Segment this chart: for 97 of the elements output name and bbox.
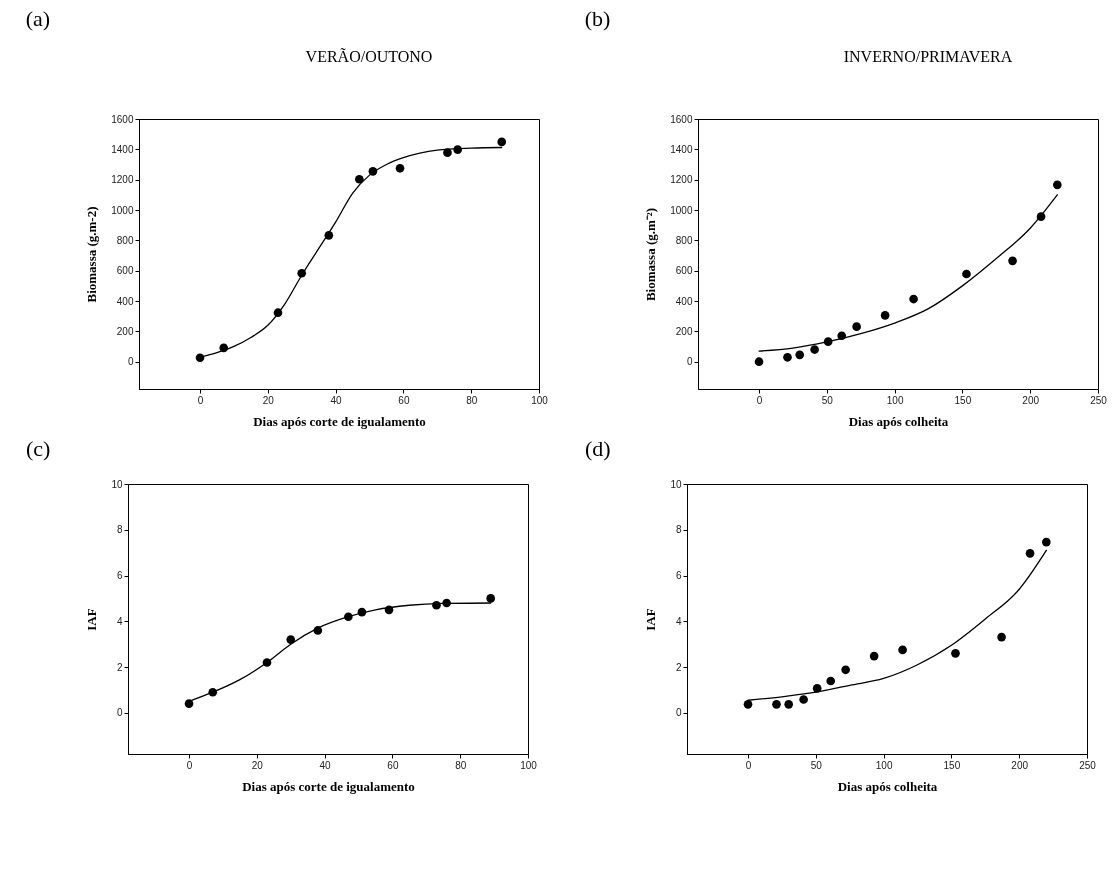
x-tick-label: 50 <box>821 394 834 406</box>
point <box>799 695 808 704</box>
x-tick-label: 0 <box>197 394 204 406</box>
text: INVERNO/PRIMAVERA <box>843 48 1013 65</box>
y-tick-label: 6 <box>675 570 682 582</box>
y-tick-label: 0 <box>675 707 682 719</box>
y-tick-label: 4 <box>675 615 682 627</box>
y-tick-label: 400 <box>116 295 134 307</box>
x-tick-label: 80 <box>455 759 467 771</box>
y-tick-label: 1600 <box>670 113 693 125</box>
point <box>841 665 850 675</box>
x-tick-label: 100 <box>531 394 549 406</box>
x-axis-title: Dias após colheita <box>848 413 949 429</box>
y-tick-label: 1200 <box>670 174 693 186</box>
point <box>880 311 890 320</box>
point <box>497 137 507 147</box>
chart-title: (c) <box>25 436 51 461</box>
y-tick-label: 8 <box>675 524 682 536</box>
x-tick-label: 200 <box>1011 759 1029 771</box>
point <box>795 350 805 360</box>
point <box>784 700 794 709</box>
y-tick-label: 1000 <box>111 204 134 216</box>
y-axis-title: Biomassa (g.m-2) <box>84 206 100 303</box>
x-tick-label: 60 <box>387 759 399 771</box>
point <box>184 699 194 708</box>
x-tick-label: 150 <box>954 394 972 406</box>
y-tick-label: 200 <box>675 325 693 337</box>
point <box>951 649 960 658</box>
point <box>852 322 861 331</box>
x-axis-title: Dias após colheita <box>837 778 938 794</box>
x-tick-label: 20 <box>262 394 275 406</box>
x-tick-label: 250 <box>1090 394 1108 406</box>
point <box>754 357 764 367</box>
chart-title: (d) <box>584 436 611 461</box>
point <box>1008 256 1017 266</box>
point <box>909 294 918 304</box>
y-tick-label: 2 <box>675 661 682 673</box>
x-tick-label: 150 <box>943 759 961 771</box>
y-tick-label: 600 <box>675 265 693 277</box>
point <box>355 174 364 184</box>
y-tick-label: 0 <box>686 356 693 368</box>
y-tick-label: 1000 <box>670 204 693 216</box>
x-tick-label: 60 <box>398 394 410 406</box>
y-axis-title: IAF <box>643 608 659 631</box>
y-tick-label: 400 <box>675 295 693 307</box>
y-tick-label: 800 <box>116 234 134 246</box>
point <box>395 163 405 173</box>
y-tick-label: 800 <box>675 234 693 246</box>
x-tick-label: 40 <box>330 394 343 406</box>
x-tick-label: 250 <box>1079 759 1097 771</box>
y-tick-label: 600 <box>116 265 134 277</box>
x-tick-label: 80 <box>466 394 478 406</box>
y-tick-label: 10 <box>111 478 123 490</box>
x-tick-label: 100 <box>886 394 904 406</box>
point <box>810 345 819 354</box>
point <box>997 632 1006 642</box>
y-tick-label: 4 <box>116 615 123 627</box>
point <box>898 645 907 655</box>
y-tick-label: 0 <box>127 356 134 368</box>
point <box>743 700 753 709</box>
x-tick-label: 0 <box>186 759 193 771</box>
x-tick-label: 20 <box>251 759 264 771</box>
x-tick-label: 100 <box>875 759 893 771</box>
y-tick-label: 8 <box>116 524 123 536</box>
x-axis-title: Dias após corte de igualamento <box>242 778 415 794</box>
y-tick-label: 1400 <box>111 143 134 155</box>
point <box>826 676 836 686</box>
x-tick-label: 40 <box>319 759 332 771</box>
y-tick-label: 1600 <box>111 113 134 125</box>
chart-title: (a) <box>25 6 51 31</box>
point <box>286 635 296 644</box>
point <box>1041 537 1051 547</box>
line-series <box>758 194 1058 352</box>
point <box>962 269 971 279</box>
x-tick-label: 0 <box>756 394 763 406</box>
point <box>1025 549 1035 558</box>
y-tick-label: 2 <box>116 661 123 673</box>
point <box>486 594 496 603</box>
y-axis-title: Biomassa (g.m⁻²) <box>643 207 659 302</box>
x-tick-label: 50 <box>810 759 823 771</box>
y-tick-label: 200 <box>116 325 134 337</box>
x-axis-title: Dias após corte de igualamento <box>253 413 426 429</box>
y-tick-label: 6 <box>116 570 123 582</box>
point <box>783 352 792 362</box>
point <box>772 700 781 709</box>
y-tick-label: 1200 <box>111 174 134 186</box>
x-tick-label: 100 <box>520 759 538 771</box>
y-tick-label: 0 <box>116 707 123 719</box>
x-tick-label: 0 <box>745 759 752 771</box>
y-axis-title: IAF <box>84 608 100 631</box>
text: VERÃO/OUTONO <box>305 48 433 65</box>
point <box>1052 180 1062 190</box>
point <box>869 651 879 661</box>
x-tick-label: 200 <box>1022 394 1040 406</box>
y-tick-label: 1400 <box>670 143 693 155</box>
chart-title: (b) <box>584 6 611 31</box>
y-tick-label: 10 <box>670 478 682 490</box>
